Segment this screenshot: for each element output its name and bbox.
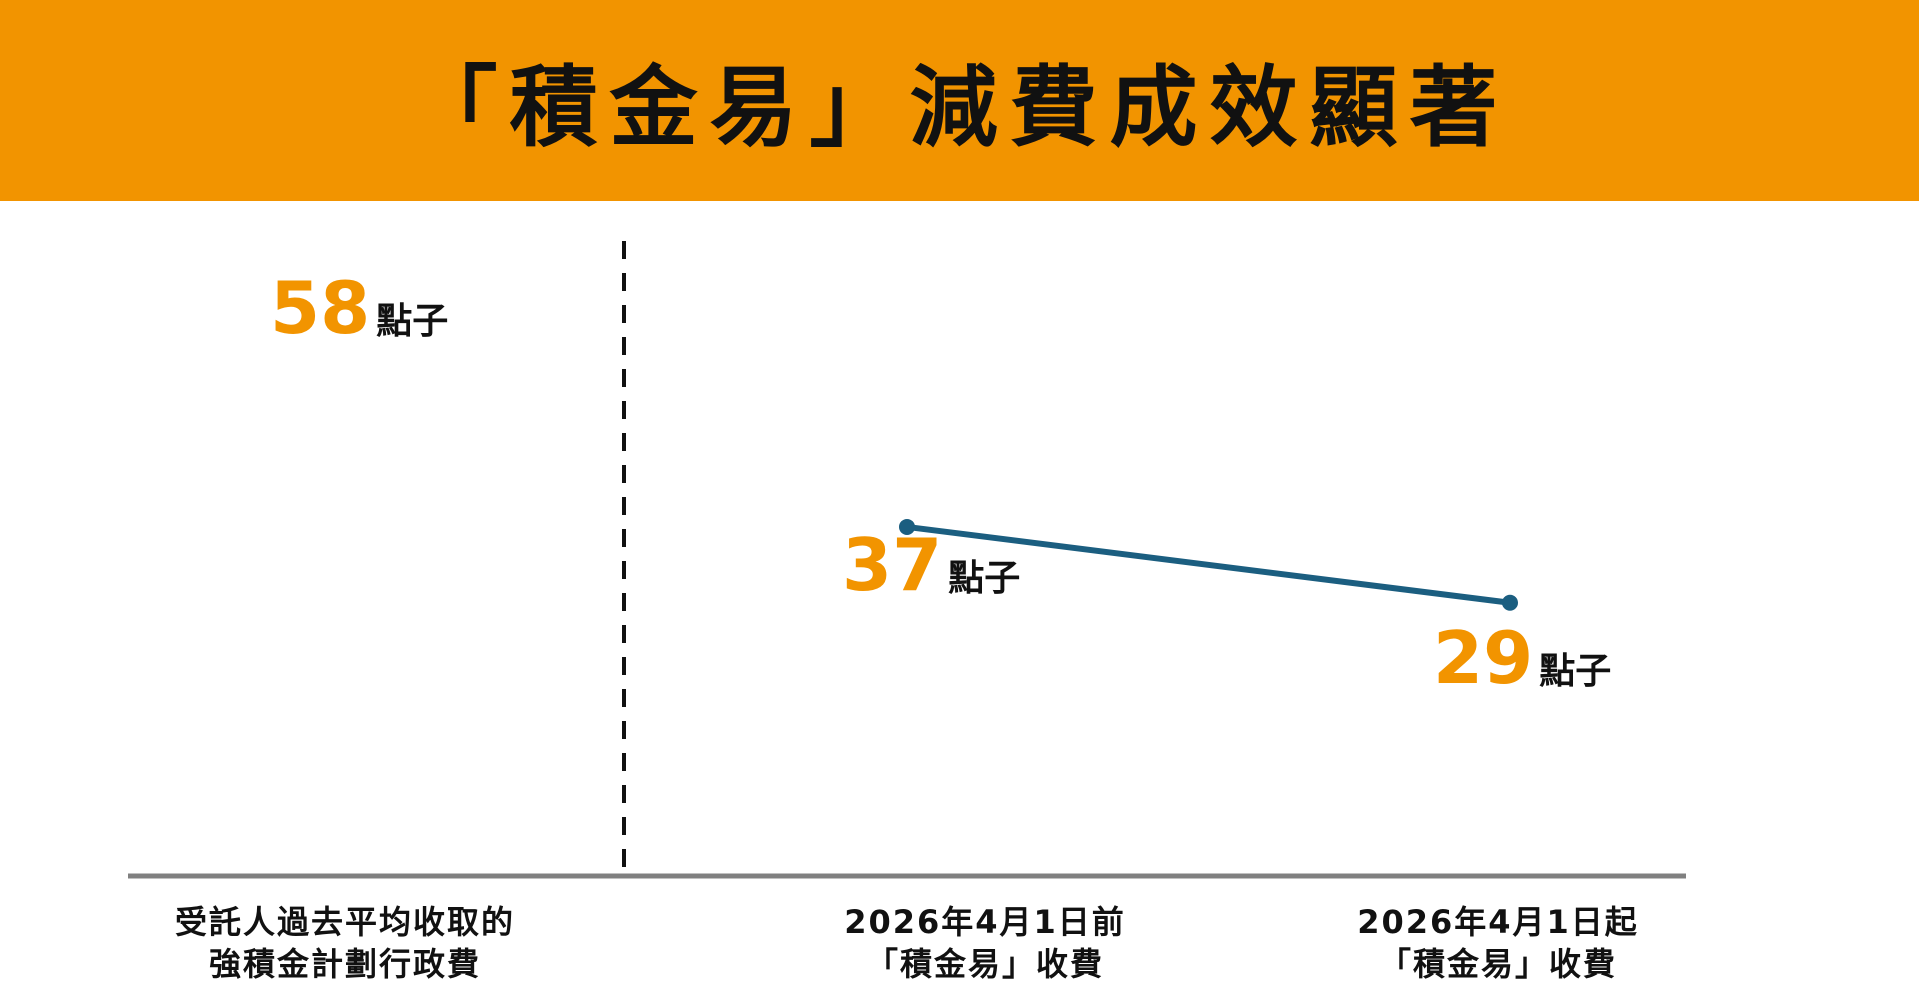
title-banner: 「積金易」減費成效顯著 [0, 0, 1919, 201]
series-line [904, 523, 1513, 606]
data-point-2 [1502, 594, 1518, 611]
category-label-2-line-2: 「積金易」收費 [1379, 945, 1617, 983]
data-point-1 [899, 518, 915, 535]
category-label-1-line-1: 2026年4月1日前 [844, 903, 1126, 941]
page-title: 「積金易」減費成效顯著 [409, 56, 1510, 159]
category-label-2-line-1: 2026年4月1日起 [1357, 903, 1639, 941]
value-label-reference: 58 點子 [270, 266, 448, 350]
value-label-1: 37 點子 [842, 523, 1020, 607]
value-label-2: 29 點子 [1433, 616, 1611, 700]
category-label-1-line-2: 「積金易」收費 [866, 945, 1104, 983]
reference-label-line-2: 強積金計劃行政費 [209, 945, 481, 983]
reference-label-line-1: 受託人過去平均收取的 [175, 903, 515, 941]
